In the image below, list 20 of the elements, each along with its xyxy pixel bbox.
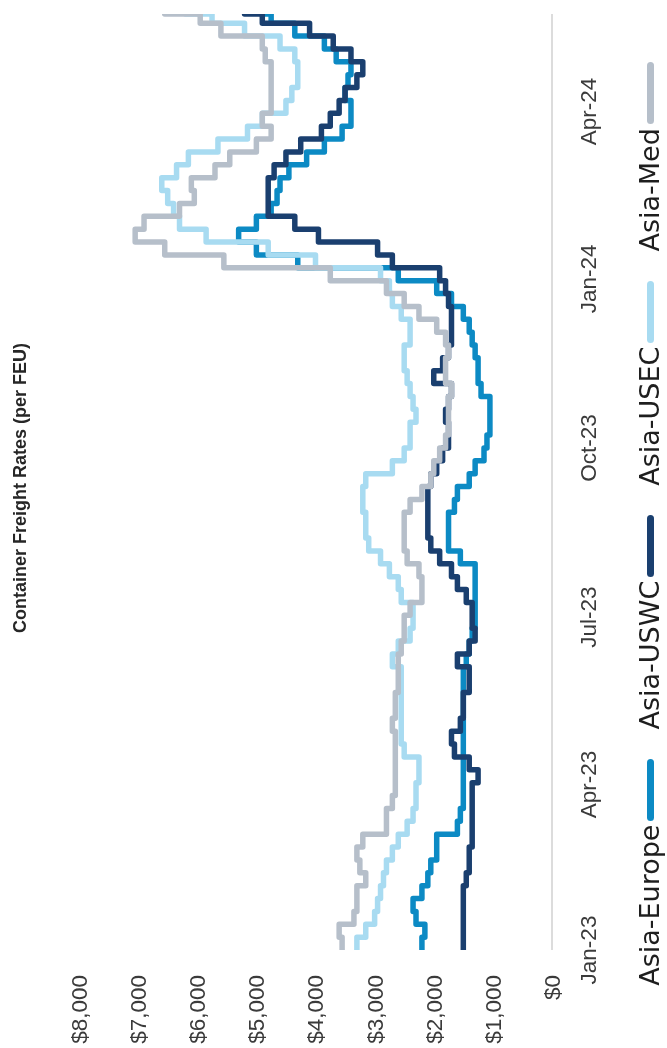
legend-label: Asia-USWC bbox=[633, 580, 666, 730]
y-tick-label: Jul-23 bbox=[575, 586, 601, 648]
y-tick-label: Apr-24 bbox=[575, 77, 601, 146]
y-tick-label: Jan-24 bbox=[575, 244, 601, 314]
legend-label: Asia-USEC bbox=[633, 346, 666, 486]
x-tick-label: $7,000 bbox=[126, 975, 152, 1044]
x-tick-label: $6,000 bbox=[185, 975, 211, 1044]
legend-label: Asia-Europe bbox=[633, 824, 666, 986]
y-tick-label: Jan-23 bbox=[575, 915, 601, 985]
x-tick-label: $8,000 bbox=[66, 975, 92, 1044]
text: Container Freight Rates (per FEU) bbox=[9, 342, 31, 634]
x-tick-label: $3,000 bbox=[362, 975, 388, 1044]
y-tick-label: Apr-23 bbox=[575, 750, 601, 819]
x-tick-label: $1,000 bbox=[480, 975, 506, 1044]
x-tick-label: $0 bbox=[539, 975, 565, 1001]
legend-label: Asia-Med bbox=[633, 128, 666, 252]
x-tick-label: $4,000 bbox=[303, 975, 329, 1044]
x-tick-label: $2,000 bbox=[421, 975, 447, 1044]
x-tick-label: $5,000 bbox=[244, 975, 270, 1044]
y-tick-label: Oct-23 bbox=[575, 414, 601, 482]
